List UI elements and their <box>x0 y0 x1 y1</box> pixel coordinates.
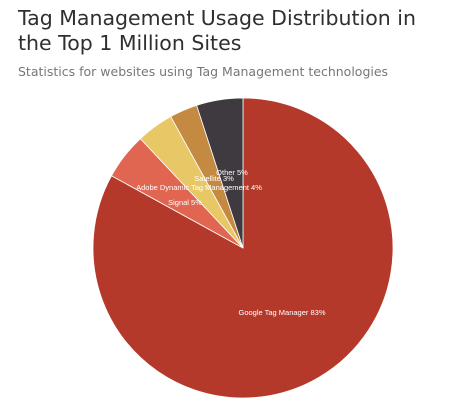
slice-label: Adobe Dynamic Tag Management 4% <box>136 183 262 192</box>
slice-label: Satellite 3% <box>194 174 234 183</box>
pie-slice <box>196 97 244 249</box>
pie-labels: Google Tag Manager 83% Signal 5% Adobe Dyn… <box>136 168 326 317</box>
chart-title: Tag Management Usage Distribution in the… <box>18 6 416 55</box>
slice-label: Signal 5% <box>168 198 202 207</box>
slice-label: Google Tag Manager 83% <box>238 308 325 317</box>
chart-subtitle: Statistics for websites using Tag Manage… <box>18 64 389 79</box>
pie-slices <box>92 97 394 399</box>
slice-label: Other 5% <box>216 168 248 177</box>
